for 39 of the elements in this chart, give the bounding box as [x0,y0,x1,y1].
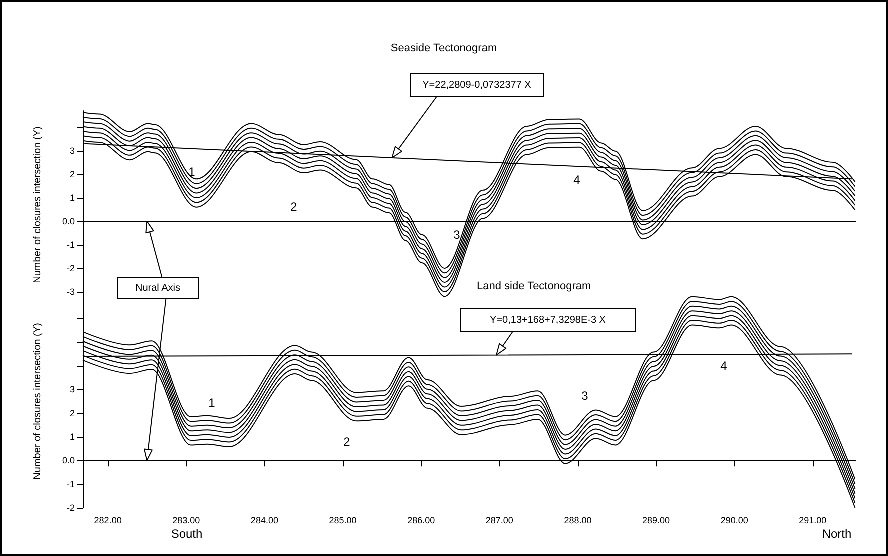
y-tick-label: 1 [70,192,75,203]
x-tick-label: 291.00 [799,516,827,526]
x-tick-label: 289.00 [642,516,670,526]
y-tick-label: 3 [70,146,75,156]
x-tick-label: 284.00 [250,516,278,526]
y-tick-label: -1 [66,240,75,250]
label-box: Y=0,13+168+7,3298E-3 X [460,308,636,332]
y-tick-label: 0.0 [62,216,75,226]
annotation: 4 [574,173,580,187]
text: South [171,527,203,541]
x-tick-label: 286.00 [408,516,436,526]
x-tick-label: 290.00 [720,516,748,526]
x-tick-label: 285.00 [329,516,357,526]
y-tick-label: -1 [66,479,75,490]
x-tick-label: 288.00 [564,516,592,526]
y-tick-label: -2 [66,503,75,513]
y-tick-label: 1 [70,432,75,442]
y-axis-title: Number of closures intersection (Y) [32,126,44,284]
y-tick-label: 3 [70,384,75,395]
chart-title: Seaside Tectonogram [390,42,498,54]
annotation: 3 [582,389,588,403]
annotation: 2 [290,200,298,214]
x-tick-label: 287.00 [486,516,514,526]
label-box: Nural Axis [117,277,199,299]
annotation: 3 [454,228,460,242]
annotation: 4 [720,359,728,373]
y-tick-label: -3 [66,286,75,297]
label-box: Y=22,2809-0,0732377 X [410,73,544,97]
y-tick-label: 2 [70,408,75,418]
y-tick-label: 0.0 [62,456,75,466]
text: North [822,527,852,541]
y-tick-label: 2 [70,169,75,180]
annotation: 1 [208,396,216,410]
y-axis-title: Number of closures intersection (Y) [32,323,44,480]
x-tick-label: 282.00 [94,516,122,526]
y-tick-label: -2 [66,263,75,274]
chart-title: Land side Tectonogram [477,280,592,292]
annotation: 2 [344,435,350,449]
x-tick-label: 283.00 [172,516,200,526]
